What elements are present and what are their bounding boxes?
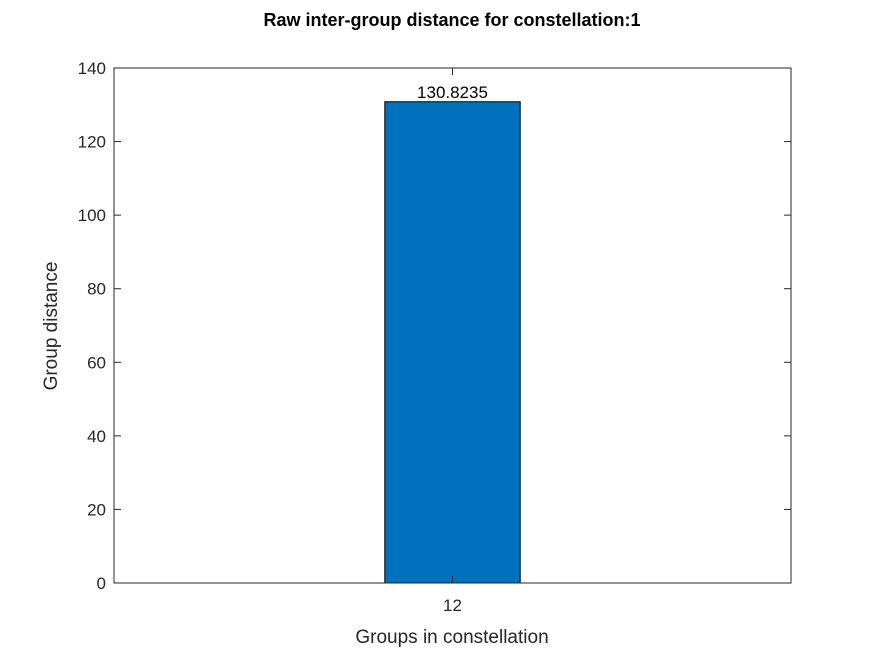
y-tick-label: 80 [87,280,106,299]
y-axis: 0 20 40 60 80 100 120 140 [78,59,791,593]
y-tick-label: 140 [78,59,106,78]
y-tick-label: 0 [97,574,106,593]
y-tick-label: 120 [78,133,106,152]
chart-title: Raw inter-group distance for constellati… [263,10,640,30]
y-tick-label: 100 [78,206,106,225]
bars: 130.8235 [384,83,521,584]
x-axis: 12 [443,68,462,615]
y-tick-label: 60 [87,353,106,372]
y-tick-label: 20 [87,500,106,519]
y-tick-label: 40 [87,427,106,446]
bar-value-label: 130.8235 [417,83,488,102]
bar [384,101,521,584]
x-tick-label: 12 [443,596,462,615]
x-axis-label: Groups in constellation [355,627,548,648]
y-axis-label: Group distance [41,262,62,391]
